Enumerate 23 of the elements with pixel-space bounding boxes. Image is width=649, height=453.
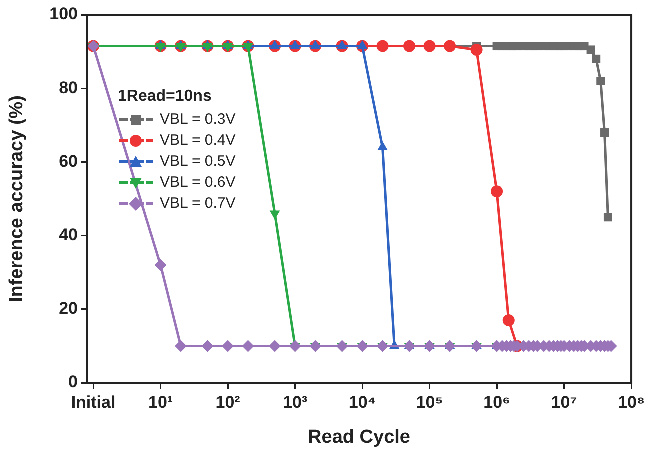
x-axis-title: Read Cycle — [308, 426, 410, 448]
y-tick-label: 80 — [59, 78, 78, 98]
x-tick-label: 10⁶ — [484, 392, 510, 412]
legend-label: VBL = 0.4V — [160, 131, 236, 151]
legend-label: VBL = 0.3V — [160, 110, 236, 130]
y-tick-label: 40 — [59, 225, 78, 244]
x-tick-label: 10² — [216, 392, 241, 412]
x-tick-label: 10⁴ — [348, 392, 376, 412]
y-tick-label: 100 — [50, 4, 78, 24]
y-tick-label: 0 — [68, 372, 78, 392]
legend-label: VBL = 0.6V — [160, 173, 236, 193]
x-tick-label: 10⁷ — [551, 392, 578, 412]
x-tick-label: 10¹ — [148, 392, 174, 412]
y-tick-label: 60 — [59, 152, 78, 171]
x-tick-label: 10⁵ — [416, 392, 444, 412]
legend-label: VBL = 0.5V — [160, 152, 236, 172]
y-tick-label: 20 — [59, 299, 78, 318]
y-axis-title: Inference accuracy (%) — [6, 96, 28, 302]
legend-title: 1Read=10ns — [118, 87, 213, 107]
x-tick-label: 10⁸ — [618, 392, 646, 412]
legend-label: VBL = 0.7V — [160, 194, 236, 214]
x-tick-label: Initial — [71, 392, 116, 412]
x-tick-label: 10³ — [282, 392, 308, 412]
